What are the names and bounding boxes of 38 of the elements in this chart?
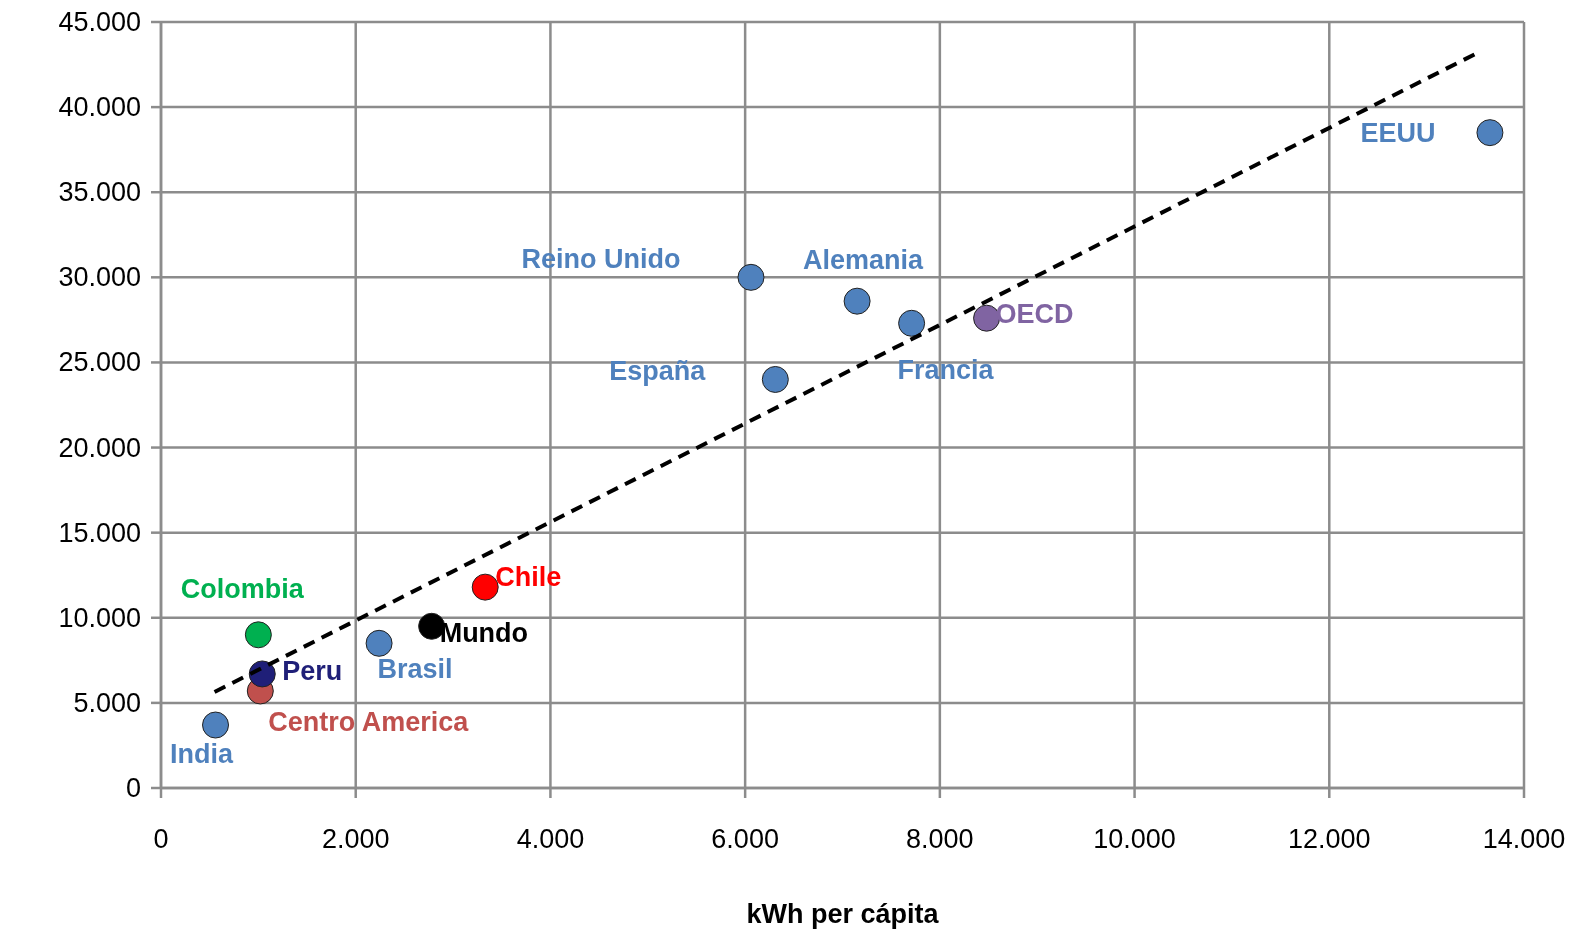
y-tick-label: 25.000	[58, 347, 141, 378]
series-label: Mundo	[439, 618, 529, 649]
point	[1476, 119, 1504, 147]
y-tick-label: 10.000	[58, 602, 141, 633]
series-label: Centro America	[268, 706, 470, 737]
point	[761, 365, 789, 393]
y-tick-label: 35.000	[58, 177, 141, 208]
y-tick-label: 20.000	[58, 432, 141, 463]
x-tick-label: 12.000	[1287, 824, 1371, 854]
y-tick-label: 0	[125, 773, 141, 803]
series-label: Chile	[495, 562, 562, 593]
series-label: Peru	[282, 655, 343, 686]
point	[244, 621, 272, 649]
series-label: Colombia	[180, 573, 305, 604]
x-tick-label: 0	[153, 824, 169, 854]
point	[365, 629, 393, 657]
y-tick-label: 15.000	[58, 517, 141, 548]
x-tick-label: 10.000	[1093, 824, 1176, 854]
x-tick-label: 6.000	[711, 824, 779, 854]
x-tick-label: 4.000	[516, 824, 585, 854]
y-tick-label: 5.000	[73, 687, 141, 718]
series-label: India	[170, 739, 234, 770]
point	[737, 263, 765, 291]
point	[898, 309, 926, 337]
x-tick-label: 8.000	[906, 824, 974, 854]
x-tick-label: 14.000	[1482, 824, 1566, 854]
series-label: OECD	[995, 299, 1074, 330]
point	[843, 287, 871, 315]
series-label: Alemania	[803, 245, 925, 276]
y-tick-label: 45.000	[58, 7, 141, 37]
y-tick-label: 30.000	[58, 262, 141, 293]
x-tick-label: 2.000	[321, 824, 390, 854]
series-label: EEUU	[1360, 117, 1436, 148]
text: España	[609, 356, 707, 387]
series-label: Brasil	[377, 654, 453, 685]
x-axis-title: kWh per cápita	[746, 899, 940, 929]
point	[202, 711, 230, 739]
y-tick-label: 40.000	[58, 92, 141, 123]
